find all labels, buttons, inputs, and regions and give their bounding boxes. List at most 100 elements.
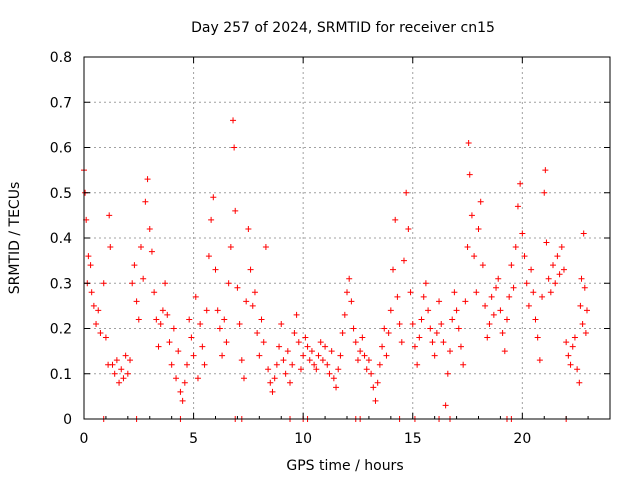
data-point <box>234 284 241 291</box>
data-point <box>219 352 226 359</box>
data-point <box>567 361 574 368</box>
data-point <box>251 289 258 296</box>
data-point <box>271 375 278 382</box>
data-point <box>497 307 504 314</box>
data-point <box>175 348 182 355</box>
data-point <box>462 298 469 305</box>
data-point <box>427 325 434 332</box>
data-point <box>352 339 359 346</box>
data-point <box>436 298 443 305</box>
data-point <box>210 194 217 201</box>
axis-ticks: 0 0.1 0.2 0.3 0.4 0.5 0.6 0.7 0.8 0 5 10 15 20 <box>50 50 610 447</box>
data-point <box>262 244 269 251</box>
data-point <box>490 311 497 318</box>
data-point <box>199 343 206 350</box>
data-point <box>333 384 340 391</box>
data-point <box>227 244 234 251</box>
data-point <box>155 343 162 350</box>
data-point <box>258 316 265 323</box>
data-point <box>177 388 184 395</box>
data-point <box>192 293 199 300</box>
chart-title: Day 257 of 2024, SRMTID for receiver cn1… <box>191 20 495 36</box>
data-point <box>109 361 116 368</box>
data-point <box>582 330 589 337</box>
data-point <box>129 280 136 287</box>
y-tick-label: 0.2 <box>50 322 72 338</box>
data-point <box>543 239 550 246</box>
data-point <box>148 248 155 255</box>
data-point <box>571 334 578 341</box>
data-point <box>449 316 456 323</box>
data-point <box>186 316 193 323</box>
data-point <box>205 253 212 260</box>
data-point <box>374 379 381 386</box>
data-point <box>144 176 151 183</box>
data-point <box>407 289 414 296</box>
data-point <box>387 307 394 314</box>
data-point <box>102 334 109 341</box>
data-point <box>473 289 480 296</box>
data-point <box>577 302 584 309</box>
data-point <box>493 284 500 291</box>
x-tick-label: 20 <box>513 431 531 447</box>
y-tick-label: 0.4 <box>50 231 72 247</box>
data-point <box>442 402 449 409</box>
data-point <box>556 271 563 278</box>
data-point <box>411 343 418 350</box>
data-point <box>179 397 186 404</box>
y-tick-label: 0.8 <box>50 50 72 66</box>
data-point <box>534 334 541 341</box>
grid <box>84 57 610 419</box>
data-point <box>508 262 515 269</box>
data-point <box>385 330 392 337</box>
data-point <box>276 343 283 350</box>
data-point <box>111 370 118 377</box>
data-point <box>359 334 366 341</box>
data-point <box>315 352 322 359</box>
data-point <box>317 339 324 346</box>
data-point <box>455 325 462 332</box>
data-point <box>563 339 570 346</box>
data-point <box>203 307 210 314</box>
data-point <box>256 352 263 359</box>
data-point <box>565 352 572 359</box>
data-point <box>536 357 543 364</box>
data-point <box>484 334 491 341</box>
data-point <box>545 275 552 282</box>
data-point <box>400 257 407 264</box>
data-point <box>414 361 421 368</box>
data-point <box>420 293 427 300</box>
data-point <box>365 357 372 364</box>
data-point <box>181 379 188 386</box>
data-point <box>418 316 425 323</box>
data-point <box>212 266 219 273</box>
data-point <box>184 361 191 368</box>
data-point <box>392 216 399 223</box>
data-point <box>319 357 326 364</box>
data-point <box>267 379 274 386</box>
data-point <box>249 302 256 309</box>
y-tick-label: 0.1 <box>50 367 72 383</box>
data-point <box>135 316 142 323</box>
data-point <box>173 375 180 382</box>
data-point <box>287 379 294 386</box>
data-point <box>574 366 581 373</box>
y-tick-label: 0.3 <box>50 276 72 292</box>
data-point <box>113 357 120 364</box>
data-point <box>201 361 208 368</box>
data-point <box>106 212 113 219</box>
data-point <box>273 361 280 368</box>
data-point <box>216 325 223 332</box>
data-point <box>390 266 397 273</box>
data-point <box>451 289 458 296</box>
x-tick-label: 0 <box>80 431 89 447</box>
data-point <box>521 253 528 260</box>
data-point <box>159 307 166 314</box>
x-axis-label: GPS time / hours <box>286 458 403 474</box>
data-point <box>468 212 475 219</box>
data-point <box>335 366 342 373</box>
data-point <box>528 266 535 273</box>
data-point <box>194 375 201 382</box>
data-point <box>550 262 557 269</box>
data-point <box>146 225 153 232</box>
